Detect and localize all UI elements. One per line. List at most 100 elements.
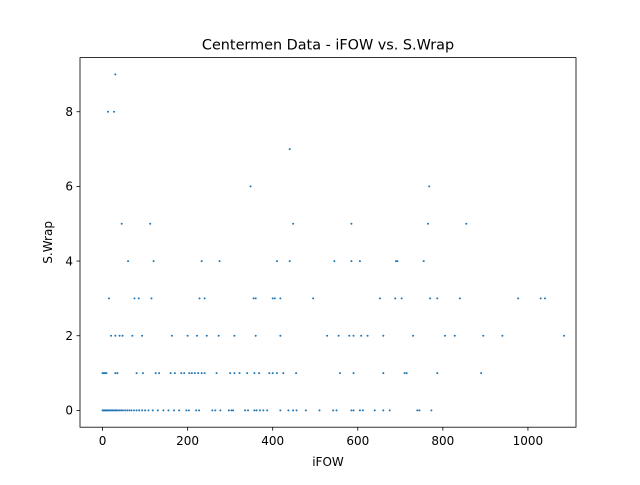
data-point — [428, 185, 431, 188]
data-point — [152, 260, 155, 263]
data-point — [233, 334, 236, 337]
data-point — [312, 297, 315, 300]
data-point — [388, 409, 391, 412]
data-point — [333, 260, 336, 263]
data-point — [195, 409, 198, 412]
data-point — [279, 334, 282, 337]
data-point — [169, 372, 172, 375]
data-point — [233, 372, 236, 375]
data-point — [436, 372, 439, 375]
data-point — [543, 297, 546, 300]
data-point — [252, 297, 255, 300]
data-point — [405, 372, 408, 375]
data-point — [156, 409, 159, 412]
data-point — [275, 260, 278, 263]
data-point — [124, 409, 127, 412]
data-point — [218, 260, 221, 263]
data-point — [116, 409, 119, 412]
data-point — [382, 409, 385, 412]
data-point — [203, 372, 206, 375]
data-point — [426, 222, 429, 225]
data-point — [107, 297, 110, 300]
data-point — [120, 409, 123, 412]
data-point — [429, 297, 432, 300]
data-point — [120, 222, 123, 225]
data-point — [258, 372, 261, 375]
x-tick-label: 0 — [99, 434, 107, 448]
data-point — [563, 334, 566, 337]
data-point — [158, 372, 161, 375]
data-point — [162, 409, 165, 412]
data-point — [187, 409, 190, 412]
data-point — [482, 334, 485, 337]
data-point — [288, 260, 291, 263]
data-point — [150, 297, 153, 300]
data-point — [121, 334, 124, 337]
data-point — [149, 222, 152, 225]
data-point — [403, 372, 406, 375]
data-point — [137, 297, 140, 300]
data-point — [416, 409, 419, 412]
data-point — [295, 409, 298, 412]
data-point — [366, 334, 369, 337]
data-point — [501, 334, 504, 337]
data-point — [335, 409, 338, 412]
data-point — [230, 409, 233, 412]
data-point — [105, 372, 108, 375]
data-point — [147, 409, 150, 412]
data-point — [279, 409, 282, 412]
data-point — [116, 372, 119, 375]
data-point — [517, 297, 520, 300]
data-point — [288, 148, 291, 151]
data-point — [238, 372, 241, 375]
data-point — [133, 297, 136, 300]
data-point — [135, 409, 138, 412]
data-point — [232, 409, 235, 412]
y-tick-label: 6 — [65, 180, 73, 194]
data-point — [337, 334, 340, 337]
data-point — [141, 409, 144, 412]
data-point — [130, 409, 133, 412]
data-point — [350, 260, 353, 263]
data-point — [200, 260, 203, 263]
data-point — [133, 409, 136, 412]
data-point — [180, 372, 183, 375]
data-point — [338, 372, 341, 375]
data-point — [227, 409, 230, 412]
data-point — [282, 372, 285, 375]
data-point — [121, 409, 124, 412]
x-tick-label: 200 — [176, 434, 199, 448]
data-point — [255, 409, 258, 412]
data-point — [247, 409, 250, 412]
data-point — [173, 372, 176, 375]
data-point — [151, 409, 154, 412]
data-point — [253, 409, 256, 412]
data-point — [271, 372, 274, 375]
data-point — [197, 372, 200, 375]
data-point — [279, 297, 282, 300]
data-point — [244, 409, 247, 412]
plot-frame — [79, 57, 577, 428]
data-point — [350, 409, 353, 412]
data-point — [273, 297, 276, 300]
data-point — [412, 334, 415, 337]
data-point — [254, 297, 257, 300]
data-point — [141, 372, 144, 375]
data-point — [127, 260, 130, 263]
plot-area-background — [80, 57, 576, 428]
data-point — [114, 372, 117, 375]
data-point — [198, 297, 201, 300]
data-point — [287, 409, 290, 412]
data-point — [249, 185, 252, 188]
data-point — [114, 73, 117, 76]
data-point — [200, 372, 203, 375]
data-point — [188, 372, 191, 375]
data-point — [275, 372, 278, 375]
data-point — [154, 372, 157, 375]
data-point — [361, 409, 364, 412]
data-point — [253, 372, 256, 375]
data-point — [107, 110, 110, 113]
data-point — [195, 334, 198, 337]
data-point — [292, 409, 295, 412]
